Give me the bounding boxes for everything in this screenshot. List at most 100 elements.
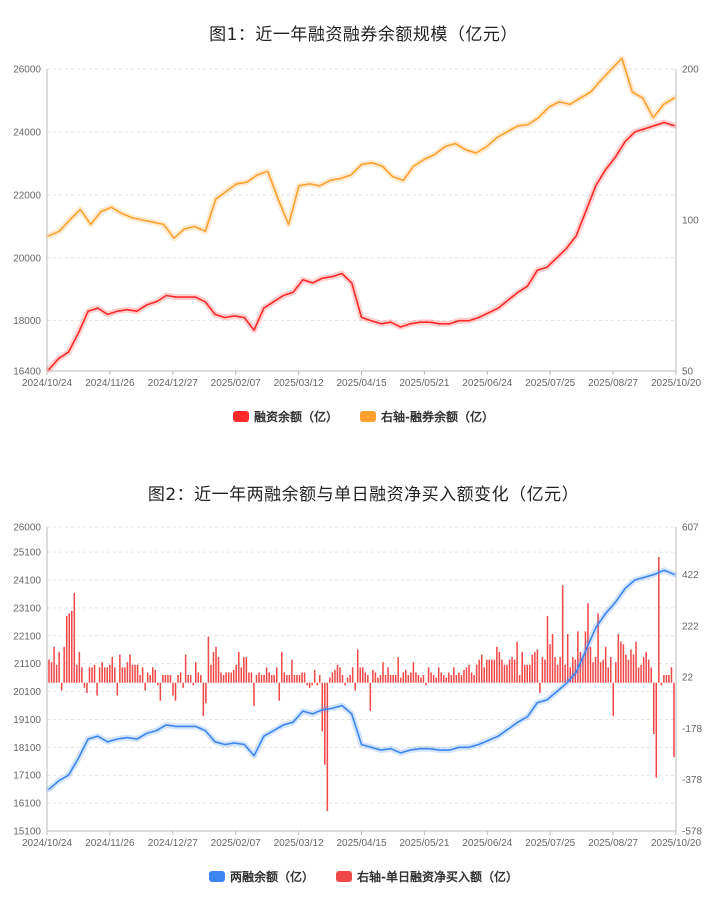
y-left-tick-label: 19100 xyxy=(13,715,41,726)
y-left-tick-label: 25100 xyxy=(13,548,41,559)
net-buy-bar xyxy=(270,675,273,683)
net-buy-bar xyxy=(529,664,531,683)
y-right-tick-label: 50 xyxy=(682,367,694,378)
net-buy-bar xyxy=(665,675,668,683)
net-buy-bar xyxy=(389,675,392,683)
net-buy-bar xyxy=(475,664,478,683)
net-buy-bar xyxy=(50,662,53,683)
net-buy-bar xyxy=(445,677,448,683)
net-buy-bar xyxy=(652,682,655,735)
y-left-tick-label: 18100 xyxy=(13,743,41,754)
legend-net-label: 右轴-单日融资净买入额（亿） xyxy=(357,870,518,884)
y-left-tick-label: 15100 xyxy=(13,827,41,838)
y-left-tick-label: 16100 xyxy=(13,799,41,810)
legend-item-total[interactable]: 两融余额（亿） xyxy=(209,868,314,885)
net-buy-bar xyxy=(139,675,141,683)
net-buy-bar xyxy=(379,675,382,683)
net-buy-bar xyxy=(374,672,377,683)
net-buy-bar xyxy=(534,651,536,683)
net-buy-bar xyxy=(334,669,336,683)
net-buy-bar xyxy=(55,664,58,683)
net-buy-bar xyxy=(473,675,475,683)
y-right-tick-label: 222 xyxy=(682,621,699,632)
net-buy-bar xyxy=(660,682,663,686)
net-buy-bar xyxy=(108,664,111,683)
net-buy-bar xyxy=(53,646,55,683)
net-buy-bar xyxy=(582,657,584,683)
net-buy-bar xyxy=(599,662,602,683)
net-buy-bar xyxy=(184,654,187,683)
x-tick-label: 2025/08/27 xyxy=(588,378,638,389)
net-buy-bar xyxy=(458,672,460,683)
net-buy-bar xyxy=(48,659,50,683)
net-buy-bar xyxy=(162,675,164,683)
net-buy-bar xyxy=(645,651,647,683)
net-buy-bar xyxy=(546,616,549,683)
x-tick-label: 2025/10/20 xyxy=(651,378,701,389)
net-buy-bar xyxy=(394,675,397,683)
net-buy-bar xyxy=(121,667,124,683)
legend-margin-label: 融资余额（亿） xyxy=(254,410,339,424)
net-buy-bar xyxy=(91,667,93,683)
series-glow xyxy=(46,55,677,242)
net-buy-bar xyxy=(496,646,498,683)
net-buy-bar xyxy=(577,631,579,683)
net-buy-bar xyxy=(526,664,528,683)
x-tick-label: 2025/03/12 xyxy=(274,838,324,849)
net-buy-bar xyxy=(597,613,599,683)
legend-item-short[interactable]: 右轴-融券余额（亿） xyxy=(360,408,494,425)
net-buy-bar xyxy=(278,682,281,701)
chart1-title: 图1：近一年融资融券余额规模（亿元） xyxy=(209,25,518,45)
legend-item-net[interactable]: 右轴-单日融资净买入额（亿） xyxy=(336,868,518,885)
y-left-tick-label: 20100 xyxy=(13,687,41,698)
net-buy-bar xyxy=(197,672,200,683)
x-tick-label: 2025/07/25 xyxy=(525,838,575,849)
net-buy-bar xyxy=(658,557,660,683)
net-buy-bar xyxy=(607,667,609,683)
net-buy-bar xyxy=(587,603,589,683)
net-buy-bar xyxy=(106,667,108,683)
net-buy-bar xyxy=(387,667,389,683)
net-buy-bar xyxy=(630,649,632,683)
net-buy-bar xyxy=(670,667,673,683)
x-tick-label: 2024/11/26 xyxy=(85,378,135,389)
net-buy-bar xyxy=(93,664,96,683)
net-buy-bar xyxy=(235,664,238,683)
y-right-tick-label: 22 xyxy=(682,673,694,684)
net-buy-bar xyxy=(620,641,622,683)
net-buy-bar xyxy=(210,664,212,683)
net-buy-bar xyxy=(356,649,359,683)
net-buy-bar xyxy=(460,675,463,683)
net-buy-bar xyxy=(412,662,415,683)
net-buy-bar xyxy=(76,664,78,683)
net-buy-bar xyxy=(63,646,65,683)
net-buy-bar xyxy=(124,667,126,683)
net-buy-bar xyxy=(331,672,334,683)
net-buy-bar xyxy=(313,669,316,683)
net-buy-bar xyxy=(420,677,422,683)
y-left-tick-label: 22100 xyxy=(13,631,41,642)
net-buy-bar xyxy=(635,641,637,683)
net-buy-bar xyxy=(569,667,572,683)
net-buy-bar xyxy=(405,669,407,683)
x-tick-label: 2025/07/25 xyxy=(525,378,575,389)
net-buy-bar xyxy=(149,675,151,683)
net-buy-bar xyxy=(250,672,253,683)
x-tick-label: 2024/12/27 xyxy=(148,838,198,849)
net-buy-bar xyxy=(602,659,604,683)
net-buy-bar xyxy=(96,682,98,696)
y-left-tick-label: 20000 xyxy=(13,253,41,264)
net-buy-bar xyxy=(455,675,458,683)
y-left-tick-label: 22000 xyxy=(13,190,41,201)
net-buy-bar xyxy=(435,677,437,683)
net-buy-bar xyxy=(60,682,63,691)
legend-item-margin[interactable]: 融资余额（亿） xyxy=(233,408,338,425)
net-buy-bar xyxy=(58,651,60,683)
x-tick-label: 2025/04/15 xyxy=(336,838,386,849)
net-buy-bar xyxy=(354,682,356,691)
net-buy-bar xyxy=(81,667,83,683)
net-buy-bar xyxy=(238,651,240,683)
x-tick-label: 2025/06/24 xyxy=(462,378,512,389)
net-buy-bar xyxy=(612,682,615,717)
net-buy-bar xyxy=(275,667,278,683)
